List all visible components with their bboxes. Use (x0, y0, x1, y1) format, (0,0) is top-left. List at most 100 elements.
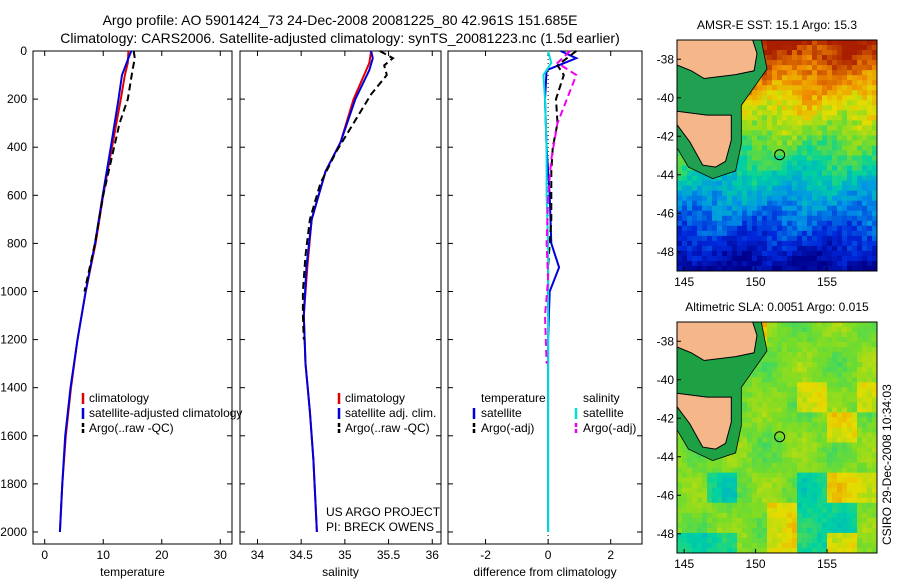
sst-map-cell (727, 225, 733, 232)
sst-map-cell (842, 175, 848, 182)
sla-map-cell (817, 452, 823, 458)
sst-map-cell (847, 65, 853, 71)
sla-map-cell (677, 522, 683, 529)
sla-map-cell (767, 522, 773, 529)
sst-map-cell (742, 200, 748, 207)
sst-map-cell (862, 75, 868, 81)
sst-map-cell (852, 225, 858, 232)
sla-map-cell (732, 547, 738, 554)
sla-map-cell (812, 377, 818, 383)
sla-map-cell (717, 477, 723, 484)
sst-map-cell (797, 265, 803, 272)
sst-map-cell (697, 200, 703, 207)
sla-map-cell (812, 417, 818, 423)
sst-map-cell (767, 60, 773, 66)
sst-map-cell (832, 165, 838, 171)
sst-map-cell (797, 60, 803, 66)
sla-map-cell (832, 522, 838, 529)
sst-map-cell (802, 75, 808, 81)
sst-map-cell (862, 220, 868, 227)
sst-map-cell (802, 145, 808, 151)
sla-map-cell (837, 517, 843, 524)
sla-map-cell (832, 547, 838, 554)
sst-map-cell (762, 130, 768, 136)
sla-map-cell (832, 437, 838, 443)
sla-map-cell (752, 387, 758, 393)
sst-map-cell (802, 200, 808, 207)
sla-map-cell (862, 507, 868, 514)
sst-map-cell (767, 120, 773, 126)
sla-map-cell (722, 537, 728, 544)
sla-map-cell (802, 332, 808, 338)
sst-map-cell (867, 140, 873, 146)
sla-map-cell (832, 457, 838, 464)
sla-map-cell (827, 532, 833, 539)
sla-map-cell (867, 377, 873, 383)
sst-map-cell (802, 180, 808, 187)
sst-map-cell (812, 100, 818, 106)
sla-map-cell (767, 327, 773, 333)
sst-map-cell (827, 205, 833, 212)
sst-map-cell (817, 200, 823, 207)
sla-map-cell (762, 322, 768, 328)
sst-map-cell (787, 155, 793, 161)
sst-map-cell (852, 260, 858, 267)
sst-map-cell (777, 115, 783, 121)
sst-map-cell (837, 245, 843, 252)
sst-map-cell (867, 185, 873, 192)
sla-map-cell (862, 377, 868, 383)
sst-map-cell (842, 165, 848, 171)
sla-map-cell (727, 457, 733, 464)
sst-map-cell (707, 240, 713, 247)
sst-map-cell (757, 235, 763, 242)
sst-map-cell (817, 60, 823, 66)
sla-map-cell (832, 532, 838, 539)
sla-map-cell (692, 457, 698, 464)
sla-map-cell (827, 417, 833, 423)
sla-map-cell (747, 402, 753, 408)
sla-map-cell (847, 402, 853, 408)
sst-map-cell (712, 230, 718, 237)
sst-map-cell (772, 200, 778, 207)
sla-map-cell (867, 522, 873, 529)
sla-map-cell (762, 467, 768, 474)
sst-map-cell (802, 85, 808, 91)
sla-map-cell (682, 477, 688, 484)
sla-map-cell (762, 417, 768, 423)
sla-map-cell (802, 447, 808, 453)
sla-map-cell (867, 332, 873, 338)
temperature-xtick-label: 20 (155, 548, 169, 562)
sst-map-cell (827, 100, 833, 106)
sst-map-cell (782, 190, 788, 197)
sla-map-cell (872, 412, 878, 418)
sla-map-cell (827, 337, 833, 343)
sst-map-cell (717, 190, 723, 197)
sla-map-cell (867, 337, 873, 343)
sst-map-cell (852, 125, 858, 131)
sst-map-cell (812, 140, 818, 146)
sst-map-cell (762, 40, 768, 46)
sla-map-cell (742, 387, 748, 393)
sla-map-cell (782, 412, 788, 418)
sla-map-cell (857, 512, 863, 519)
sla-map-cell (762, 497, 768, 504)
sst-map-cell (817, 170, 823, 176)
sla-map-cell (837, 357, 843, 363)
sst-map-cell (852, 135, 858, 141)
sla-map-cell (697, 467, 703, 474)
sst-map-cell (767, 210, 773, 217)
sst-map-cell (727, 255, 733, 262)
sla-map-cell (832, 492, 838, 499)
sst-map-cell (872, 220, 878, 227)
sla-map-cell (767, 432, 773, 438)
sla-map-cell (867, 527, 873, 534)
sla-map-cell (787, 477, 793, 484)
sla-map-cell (697, 522, 703, 529)
sst-map-cell (707, 255, 713, 262)
sla-map-cell (807, 452, 813, 458)
sst-map-cell (857, 115, 863, 121)
depth-tick-label: 2000 (0, 525, 27, 539)
sla-map-cell (797, 457, 803, 464)
sla-map-cell (797, 427, 803, 433)
sst-map-cell (707, 230, 713, 237)
